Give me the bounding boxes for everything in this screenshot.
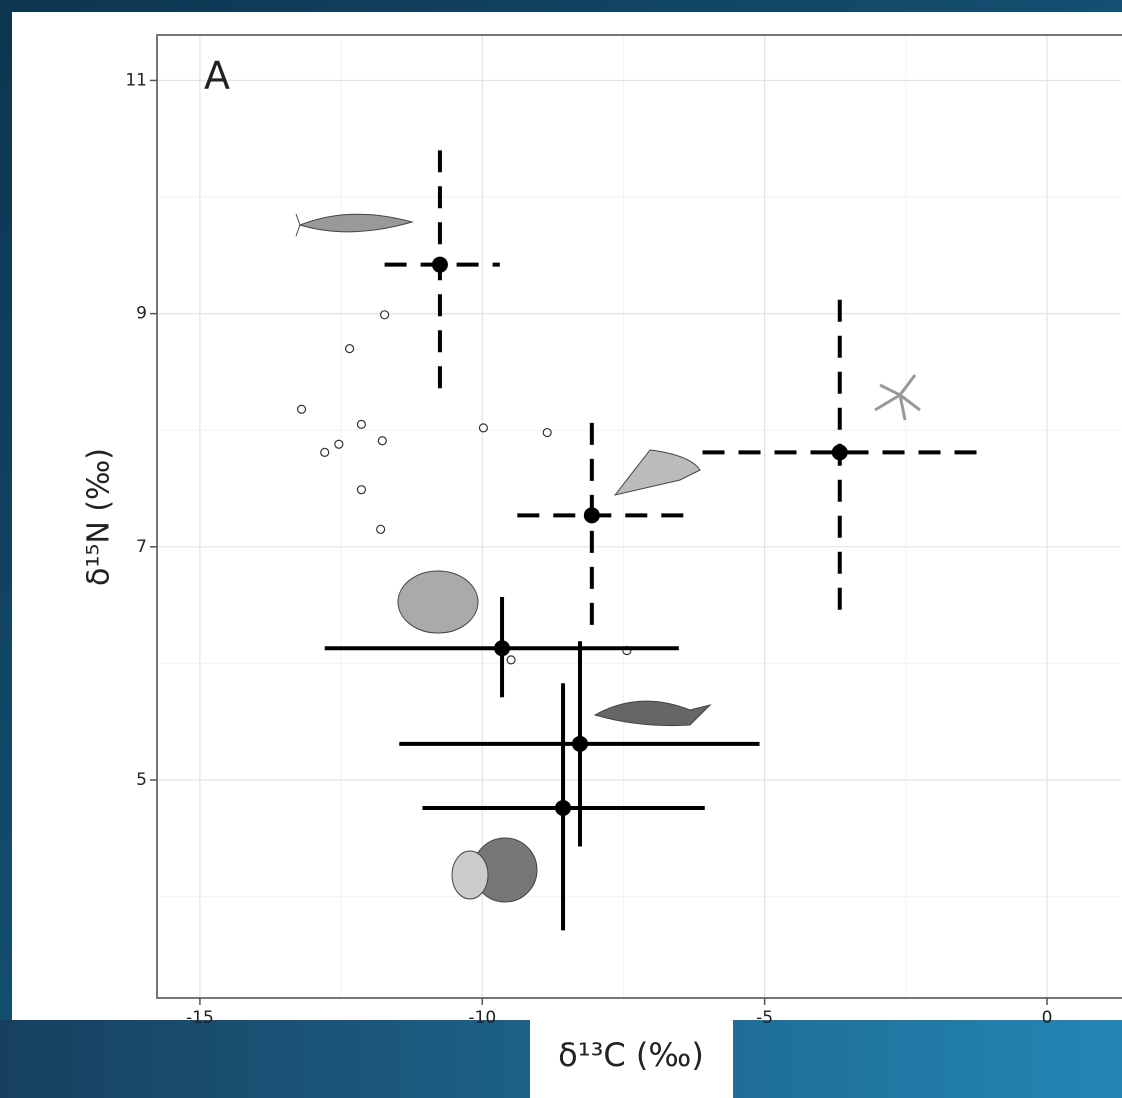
point — [376, 524, 386, 534]
shrimp-icon — [613, 449, 701, 496]
xlabel-box — [530, 1020, 733, 1098]
y-tick-label: 7 — [136, 537, 147, 557]
y-axis-label: δ¹⁵N (‰) — [82, 448, 117, 586]
y-tick-label: 9 — [136, 304, 147, 324]
point — [296, 404, 307, 414]
y-tick-label: 11 — [125, 70, 147, 90]
x-tick-label: -15 — [186, 1008, 214, 1028]
icons — [295, 213, 921, 903]
x-tick-label: -5 — [756, 1008, 773, 1028]
grid — [157, 35, 1121, 998]
x-tick-label: -10 — [468, 1008, 496, 1028]
mean-point — [831, 444, 848, 461]
plot-border — [156, 34, 1122, 999]
fish-icon — [295, 213, 414, 237]
point — [356, 485, 367, 495]
point — [356, 419, 367, 429]
y-tick-label: 5 — [136, 770, 147, 790]
point — [377, 436, 387, 446]
point — [344, 344, 355, 354]
x-tick-label: 0 — [1042, 1008, 1053, 1028]
point — [320, 447, 330, 457]
mean-point — [555, 799, 572, 816]
x-axis-label: δ¹³C (‰) — [558, 1036, 704, 1074]
mean-point — [494, 640, 511, 657]
starfish-icon — [874, 374, 921, 421]
panel-label: A — [204, 54, 230, 98]
marks — [296, 150, 984, 931]
point — [506, 655, 516, 665]
point — [379, 310, 390, 320]
snail-icon — [593, 700, 712, 727]
mean-point — [583, 507, 600, 524]
limpet-icon — [397, 570, 479, 634]
point — [334, 439, 344, 449]
mean-point — [571, 735, 588, 752]
point — [478, 423, 489, 433]
crab-claw-icon — [451, 850, 489, 900]
point — [542, 427, 552, 438]
mean-point — [431, 256, 448, 273]
